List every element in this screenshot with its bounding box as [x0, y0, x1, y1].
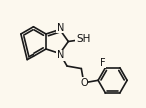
- Text: N: N: [57, 23, 64, 33]
- Text: SH: SH: [76, 34, 91, 44]
- Text: O: O: [80, 78, 88, 88]
- Text: N: N: [57, 50, 64, 60]
- Text: F: F: [100, 58, 105, 68]
